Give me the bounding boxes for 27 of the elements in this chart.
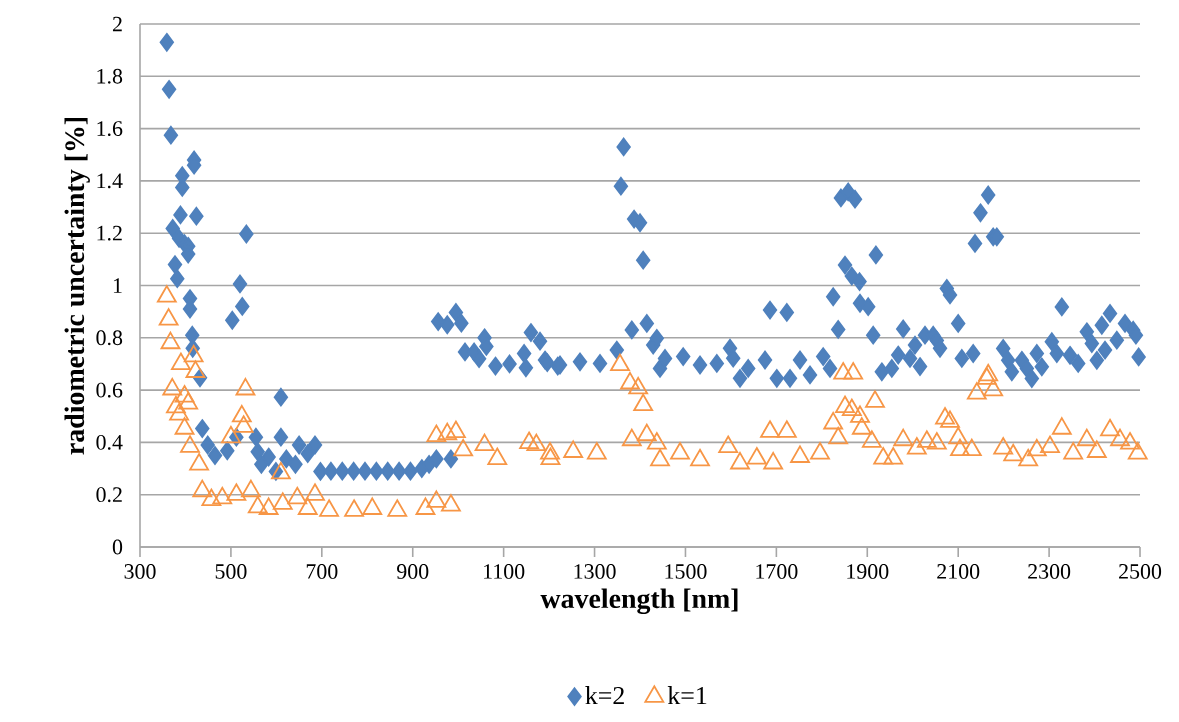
x-tick-label: 300	[124, 564, 156, 579]
y-tick-label: 0.8	[96, 330, 123, 346]
legend-label: k=1	[667, 686, 707, 705]
x-tick-label: 2500	[1119, 564, 1162, 579]
y-tick-label: 0	[112, 539, 123, 555]
y-axis-title: radiometric uncertainty [%]	[64, 117, 90, 455]
x-tick-label: 2300	[1028, 564, 1071, 579]
x-tick-label: 700	[306, 564, 338, 579]
x-tick-label: 500	[215, 564, 247, 579]
x-tick-label: 1700	[756, 564, 798, 579]
y-tick-label: 1.6	[97, 121, 123, 137]
y-tick-label: 1.2	[97, 225, 122, 241]
x-axis-title: wavelength [nm]	[540, 588, 738, 615]
y-tick-label: 0.2	[96, 487, 122, 503]
y-tick-label: 0.4	[96, 434, 123, 450]
x-tick-label: 1900	[847, 564, 889, 579]
x-tick-label: 2100	[937, 564, 980, 579]
y-tick-label: 1.8	[97, 68, 123, 84]
y-tick-label: 0.6	[96, 382, 123, 398]
legend-label: k=2	[585, 686, 624, 705]
x-tick-label: 1500	[665, 564, 707, 579]
y-tick-label: 1.4	[97, 173, 123, 189]
y-tick-label: 1	[113, 278, 122, 293]
y-tick-label: 2	[112, 16, 122, 32]
x-tick-label: 900	[397, 564, 429, 579]
x-tick-label: 1300	[574, 564, 616, 579]
x-tick-label: 1100	[484, 564, 525, 579]
